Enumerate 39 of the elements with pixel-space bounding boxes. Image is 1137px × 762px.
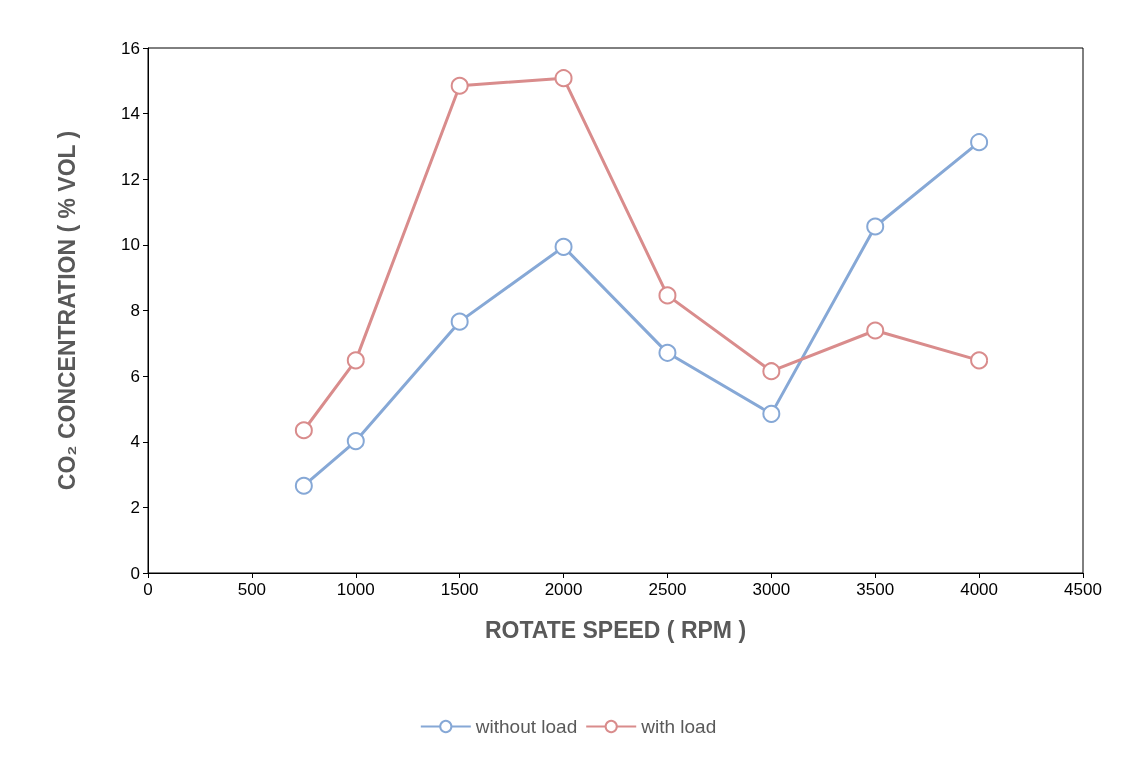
y-tick-label: 10 <box>121 235 140 255</box>
x-tick-label: 4000 <box>960 580 999 599</box>
point <box>554 69 573 88</box>
point <box>970 133 989 152</box>
point <box>762 404 781 423</box>
point <box>762 362 781 381</box>
x-tick-label: 4500 <box>1064 580 1102 599</box>
point <box>294 476 313 495</box>
x-tick-label: 0 <box>143 580 153 599</box>
point <box>346 432 365 451</box>
y-tick-label: 14 <box>121 104 140 124</box>
x-tick-label: 500 <box>237 580 267 599</box>
y-tick-label: 12 <box>121 169 140 189</box>
x-tick-label: 3000 <box>752 580 791 599</box>
y-tick-label: 2 <box>130 497 140 517</box>
point <box>866 217 885 236</box>
x-tick-label: 2000 <box>544 580 583 599</box>
legend-label: without load <box>474 716 578 737</box>
point <box>658 286 677 305</box>
x-tick-label: 3500 <box>856 580 895 599</box>
point <box>554 237 573 256</box>
y-tick-label: 16 <box>121 38 140 58</box>
x-tick-label: 1000 <box>336 580 375 599</box>
x-tick-label: 1500 <box>440 580 479 599</box>
x-axis-title: ROTATE SPEED ( RPM ) <box>484 616 747 643</box>
point <box>450 312 469 331</box>
y-axis-title: CO₂ CONCENTRATION ( % VOL ) <box>53 130 80 491</box>
y-tick-label: 8 <box>130 301 140 320</box>
point <box>294 421 313 440</box>
point <box>346 351 365 370</box>
y-tick-label: 4 <box>130 432 140 452</box>
x-tick-label: 2500 <box>648 580 687 599</box>
point <box>450 76 469 95</box>
y-tick-label: 6 <box>130 366 140 386</box>
legend-label: with load <box>640 716 717 737</box>
point <box>866 321 885 340</box>
point <box>658 343 677 362</box>
y-tick-label: 0 <box>130 563 140 583</box>
point <box>970 351 989 370</box>
